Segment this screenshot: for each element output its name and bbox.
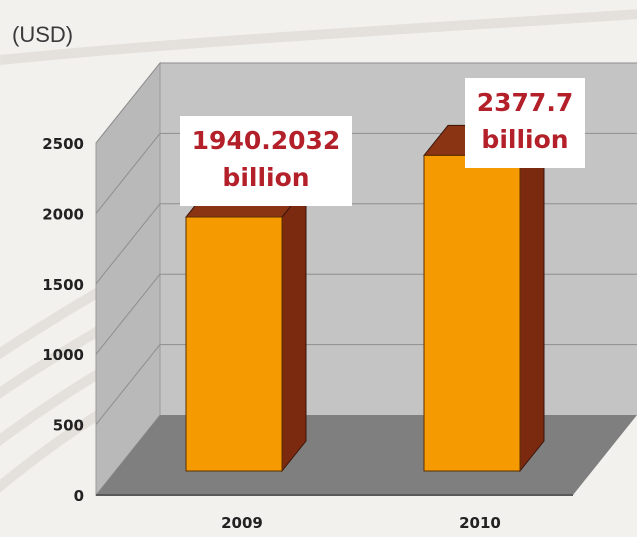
grid-line-side <box>95 273 161 355</box>
bar-2010 <box>422 123 546 473</box>
bar-2009 <box>184 185 308 473</box>
data-labels: 1940.2032 billion 2377.7 billion <box>180 78 585 206</box>
grid-line-side <box>95 344 161 425</box>
x-tick-label: 2009 <box>221 514 263 532</box>
grid-line-side <box>95 62 161 144</box>
grid-line-side <box>95 133 161 214</box>
y-tick-label: 2500 <box>42 135 84 153</box>
bar-side <box>281 185 307 473</box>
y-axis-ticks: 0 500 1000 1500 2000 2500 <box>42 135 84 505</box>
data-label-box <box>465 78 585 168</box>
unit-label: (USD) <box>12 22 73 47</box>
bar-front <box>423 154 521 472</box>
y-tick-label: 0 <box>74 487 84 505</box>
floor <box>96 415 637 495</box>
data-label-text: billion <box>481 125 568 154</box>
data-label-2010: 2377.7 billion <box>465 78 585 168</box>
data-label-box <box>180 116 352 206</box>
data-label-text: 2377.7 <box>477 88 573 117</box>
data-label-2009: 1940.2032 billion <box>180 116 352 206</box>
y-tick-label: 1500 <box>42 276 84 294</box>
bar-front <box>185 216 283 472</box>
data-label-text: 1940.2032 <box>192 126 341 155</box>
y-tick-label: 500 <box>53 417 84 435</box>
y-tick-label: 1000 <box>42 346 84 364</box>
x-axis-labels: 2009 2010 <box>221 514 501 532</box>
grid-line-side <box>95 203 161 285</box>
bar-side <box>519 123 545 473</box>
y-tick-label: 2000 <box>42 205 84 223</box>
x-tick-label: 2010 <box>459 514 501 532</box>
data-label-text: billion <box>222 163 309 192</box>
bars <box>184 123 546 473</box>
